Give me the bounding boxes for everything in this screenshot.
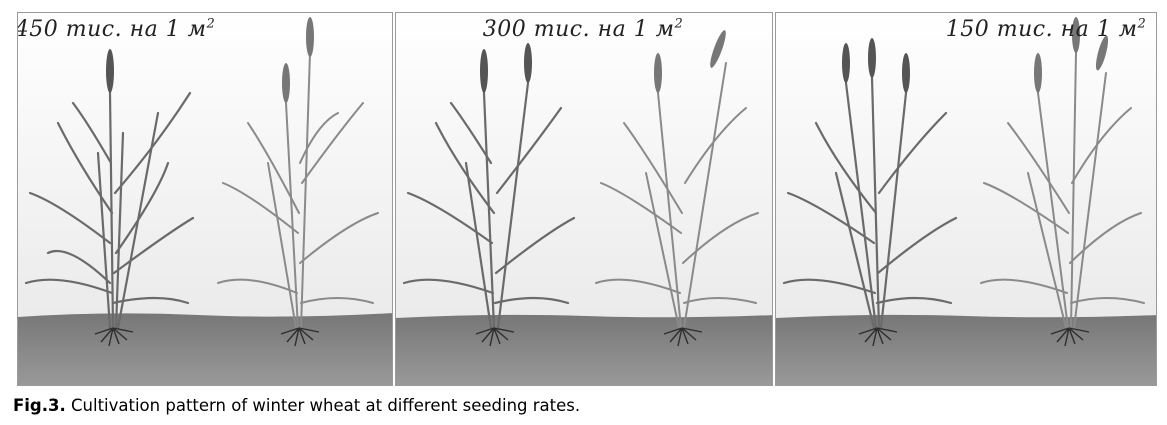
caption-text: Cultivation pattern of winter wheat at d… — [65, 396, 581, 415]
wheat-plant-left — [24, 91, 195, 330]
panel-label: 300 тис. на 1 м2 — [482, 16, 684, 42]
wheat-plant-right — [595, 62, 759, 329]
wheat-ear-left — [106, 49, 114, 93]
roots — [94, 327, 320, 347]
wheat-plant-right — [980, 52, 1145, 329]
panel-label: 450 тис. на 1 м2 — [17, 16, 216, 42]
wheat-plant-left — [782, 76, 958, 330]
panel-150: 150 тис. на 1 м2 — [775, 12, 1157, 386]
panel-label: 150 тис. на 1 м2 — [945, 16, 1147, 42]
wheat-illustration-150 — [776, 13, 1156, 385]
wheat-illustration-450 — [18, 13, 392, 385]
caption-label: Fig.3. — [13, 396, 66, 415]
panel-300: 300 тис. на 1 м2 — [395, 12, 773, 386]
wheat-plant-left — [402, 81, 576, 330]
figure-caption: Fig.3. Cultivation pattern of winter whe… — [13, 396, 580, 415]
panel-450: 450 тис. на 1 м2 — [17, 12, 393, 386]
wheat-illustration-300 — [396, 13, 772, 385]
figure: 450 тис. на 1 м2 — [17, 12, 1157, 386]
wheat-plant-right — [217, 52, 379, 329]
